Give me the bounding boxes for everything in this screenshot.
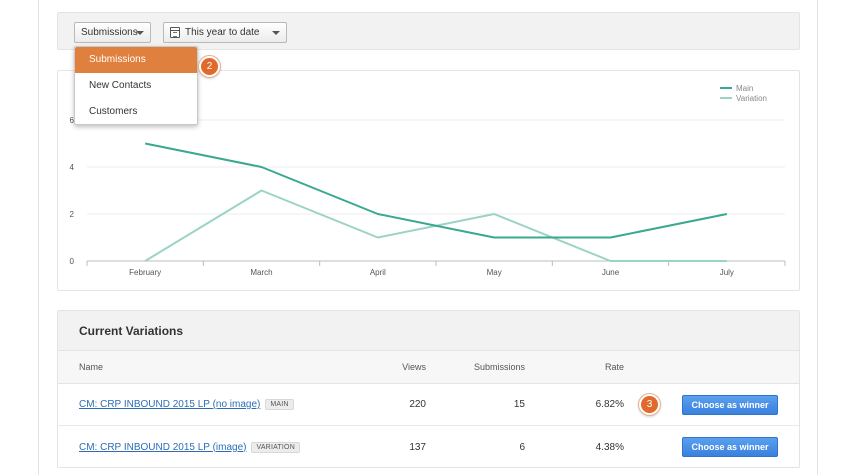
variation-name-link[interactable]: CM: CRP INBOUND 2015 LP (image) [79,441,247,453]
x-tick-label: April [370,268,386,277]
metric-select-value: Submissions [81,27,138,38]
dropdown-option-new-contacts[interactable]: New Contacts [89,80,152,91]
variation-name-cell: CM: CRP INBOUND 2015 LP (image) VARIATIO… [79,426,300,467]
y-tick-label: 6 [70,116,75,125]
variations-title: Current Variations [58,311,799,351]
column-header-submissions: Submissions [473,362,525,372]
column-header-rate: Rate [604,362,624,372]
legend-label: Variation [736,94,767,103]
column-header-views: Views [402,362,426,372]
x-tick-label: March [250,268,272,277]
views-cell: 137 [409,441,426,453]
rate-cell: 4.38% [595,441,624,453]
column-header-name: Name [79,362,104,372]
series-line-main [144,142,728,239]
filter-bar: Submissions This year to date [57,12,800,50]
dropdown-option-customers[interactable]: Customers [89,106,138,117]
chevron-down-icon [272,31,280,35]
x-tick-label: July [720,268,734,277]
table-row: CM: CRP INBOUND 2015 LP (image) VARIATIO… [58,426,799,467]
line-chart: 0 2 4 6 February March April May June July MainVar… [70,84,786,277]
rate-cell: 6.82% [595,399,624,410]
table-header-row: Name Views Submissions Rate [58,351,799,384]
y-tick-label: 2 [70,210,75,219]
calendar-icon [170,27,180,38]
submissions-cell: 15 [513,399,525,410]
step-badge: 2 [199,56,220,77]
x-tick-label: May [487,268,502,277]
choose-winner-button[interactable]: Choose as winner [682,395,778,415]
variation-tag: VARIATION [251,441,300,453]
legend-label: Main [736,84,753,93]
y-tick-label: 0 [70,257,75,266]
choose-winner-button[interactable]: Choose as winner [682,437,778,457]
x-tick-label: June [602,268,620,277]
y-tick-label: 4 [70,163,75,172]
views-cell: 220 [409,399,426,410]
step-badge: 3 [639,394,660,415]
dropdown-option-submissions[interactable]: Submissions [75,47,197,73]
variation-tag: MAIN [265,399,294,410]
submissions-cell: 6 [519,441,525,453]
metric-select[interactable]: Submissions [74,22,151,43]
variation-name-cell: CM: CRP INBOUND 2015 LP (no image) MAIN [79,384,294,425]
x-tick-label: February [129,268,161,277]
chevron-down-icon [136,31,144,35]
date-range-value: This year to date [185,27,260,38]
date-range-select[interactable]: This year to date [163,22,287,43]
metric-dropdown-menu: Submissions New Contacts Customers [74,46,198,125]
table-row: CM: CRP INBOUND 2015 LP (no image) MAIN … [58,384,799,426]
variation-name-link[interactable]: CM: CRP INBOUND 2015 LP (no image) [79,399,261,410]
variations-panel: Current Variations Name Views Submission… [57,310,800,468]
